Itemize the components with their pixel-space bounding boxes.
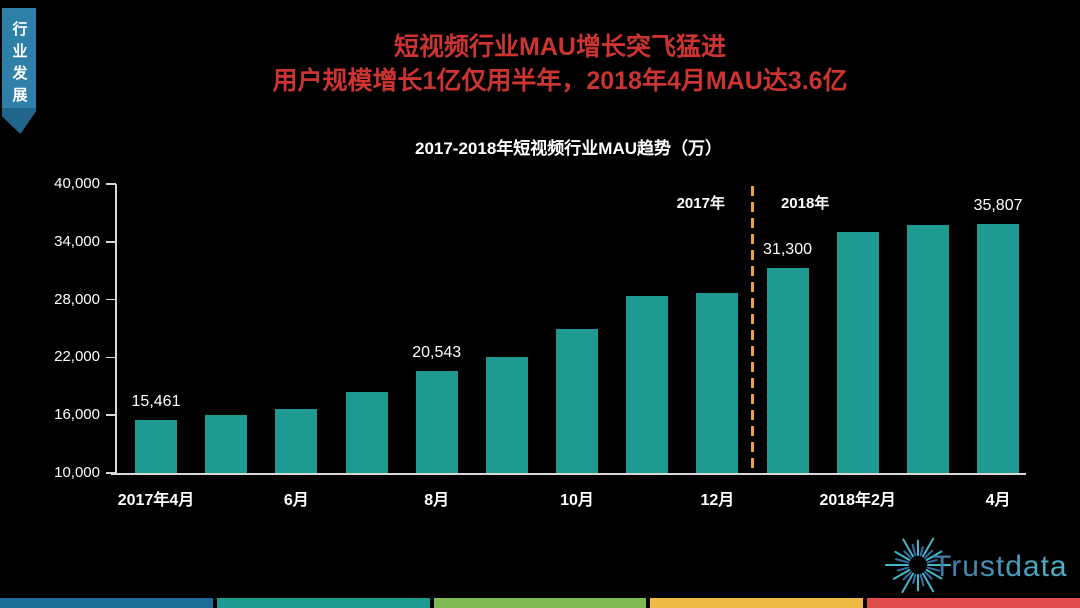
bar (345, 392, 388, 473)
slide-title-line2: 用户规模增长1亿仅用半年，2018年4月MAU达3.6亿 (272, 67, 848, 95)
x-axis-label: 6月 (283, 492, 309, 509)
bar (696, 293, 739, 473)
bar (626, 295, 669, 473)
y-tick-mark (106, 356, 116, 359)
slide-title: 短视频行业MAU增长突飞猛进 用户规模增长1亿仅用半年，2018年4月MAU达3… (40, 30, 1080, 98)
corner-tab-label: 行业发展 (10, 21, 28, 109)
bar-data-label: 31,300 (763, 240, 812, 258)
chart-title: 2017-2018年短视频行业MAU趋势（万） (414, 139, 722, 158)
bar-data-label: 20,543 (412, 344, 462, 362)
bar (485, 357, 528, 473)
y-axis-line (115, 184, 117, 474)
y-tick-mark (106, 414, 116, 416)
x-axis-label: 2018年2月 (819, 492, 896, 509)
bar-data-label: 15,461 (131, 393, 181, 411)
strip-segment (433, 598, 647, 608)
x-axis-label: 2017年4月 (117, 492, 195, 509)
starburst-icon (884, 537, 952, 594)
y-tick-label: 10,000 (54, 464, 100, 481)
bar (556, 328, 599, 473)
bar (977, 224, 1020, 473)
trustdata-logo: Trustdata (884, 537, 1068, 594)
x-axis-label: 12月 (700, 492, 735, 509)
bar (275, 408, 318, 473)
strip-segment (0, 598, 213, 608)
y-tick-mark (106, 183, 116, 185)
x-axis-line (111, 473, 1026, 475)
y-tick-label: 16,000 (54, 406, 100, 424)
strip-segment (216, 598, 430, 608)
strip-segment (650, 598, 864, 608)
bar (836, 232, 879, 473)
y-tick-label: 40,000 (54, 175, 100, 192)
y-tick-mark (106, 298, 116, 301)
logo-text: Trustdata (933, 550, 1068, 583)
corner-tab: 行业发展 (2, 8, 36, 134)
year-label-2018: 2018年 (780, 195, 830, 212)
year-divider-dashed-line (750, 186, 754, 473)
slide-title-line1: 短视频行业MAU增长突飞猛进 (394, 33, 726, 61)
x-axis-label: 4月 (985, 492, 1011, 509)
bar (135, 420, 177, 473)
bar-data-label: 35,807 (973, 197, 1023, 215)
bar (766, 267, 809, 473)
bar-chart: 40,000 34,000 28,000 22,000 16,000 10,000 15,4… (54, 175, 1026, 509)
bar (906, 225, 949, 473)
year-label-2017: 2017年 (676, 195, 725, 212)
y-tick-label: 22,000 (54, 348, 100, 366)
footer-color-strip (0, 598, 1080, 608)
x-axis-label: 8月 (424, 492, 450, 509)
y-tick-mark (106, 472, 116, 474)
strip-segment (867, 598, 1080, 608)
y-tick-label: 28,000 (54, 290, 100, 308)
y-tick-mark (106, 241, 116, 243)
y-tick-label: 34,000 (54, 232, 100, 250)
x-axis-label: 10月 (560, 492, 594, 509)
bar (205, 415, 248, 473)
bar (415, 371, 458, 473)
